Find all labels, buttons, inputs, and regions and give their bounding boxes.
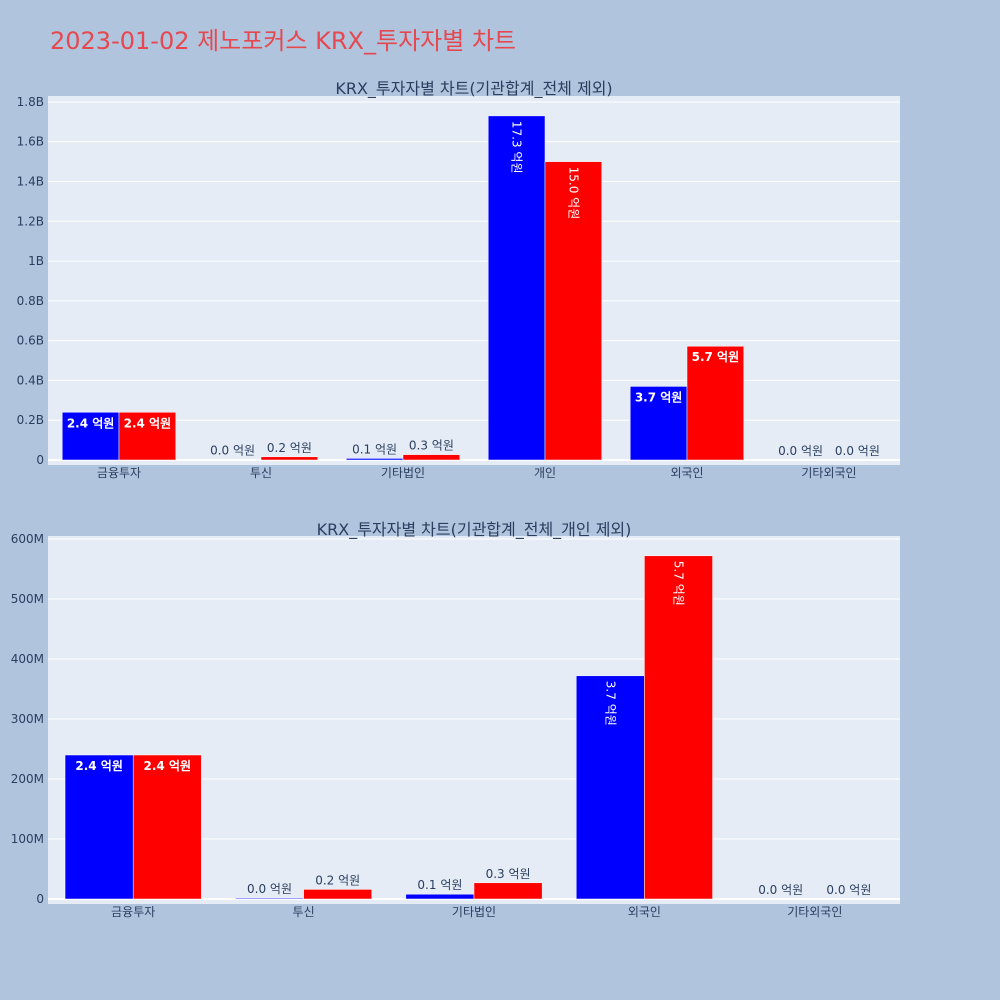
y-tick-label: 1.8B: [17, 95, 44, 109]
bar-value-label: 2.4 억원: [124, 416, 172, 430]
bar-value-label: 0.0 억원: [210, 444, 255, 458]
y-tick-label: 0.8B: [17, 294, 44, 308]
chart-top: 2.4 억원 2.4 억원 0.0 억원 0.2 억원 0.1 억원 0.3 억원 17.3…: [17, 79, 900, 480]
bar-value-label: 0.0 억원: [778, 444, 823, 458]
bar: [260, 456, 319, 461]
bar: [629, 386, 688, 461]
bar-value-label: 0.1 억원: [417, 878, 462, 892]
y-tick-label: 0.2B: [17, 413, 44, 427]
bar: [644, 555, 713, 900]
y-tick-label: 0: [36, 453, 44, 467]
bar-labels-top: 2.4 억원 2.4 억원 0.0 억원 0.2 억원 0.1 억원 0.3 억원 17.3…: [67, 121, 880, 458]
bars-bottom: [64, 555, 713, 900]
y-tick-label: 500M: [11, 592, 44, 606]
bar: [402, 454, 461, 461]
x-tick-label: 투신: [293, 905, 315, 919]
x-axis-top: 금융투자 투신 기타법인 개인 외국인 기타외국인: [97, 466, 857, 480]
bar: [544, 161, 603, 461]
y-tick-label: 200M: [11, 772, 44, 786]
y-tick-label: 0.4B: [17, 373, 44, 387]
y-tick-label: 1.4B: [17, 175, 44, 189]
x-tick-label: 기타외국인: [801, 466, 856, 480]
bar-value-label: 5.7 억원: [671, 561, 685, 606]
bar: [64, 754, 134, 900]
bar-value-label: 0.1 억원: [352, 442, 397, 456]
bar-value-label: 0.0 억원: [826, 883, 871, 897]
x-tick-label: 투신: [250, 466, 272, 480]
bar-value-label: 0.0 억원: [247, 882, 292, 896]
x-tick-label: 기타법인: [452, 905, 496, 919]
y-tick-label: 1B: [28, 254, 44, 268]
bar-value-label: 2.4 억원: [75, 759, 123, 773]
y-tick-label: 600M: [11, 532, 44, 546]
bar: [303, 889, 373, 900]
y-tick-label: 400M: [11, 652, 44, 666]
x-tick-label: 개인: [534, 466, 556, 480]
y-axis-top: 0 0.2B 0.4B 0.6B 0.8B 1B 1.2B 1.4B 1.6B 1.8B: [17, 95, 44, 467]
x-tick-label: 외국인: [628, 905, 661, 919]
x-tick-label: 기타법인: [381, 466, 425, 480]
bar-value-label: 17.3 억원: [510, 121, 524, 174]
bar-value-label: 0.2 억원: [267, 441, 312, 455]
bar: [235, 897, 304, 900]
main-title: 2023-01-02 제노포커스 KRX_투자자별 차트: [50, 27, 516, 55]
y-tick-label: 1.2B: [17, 214, 44, 228]
bar-value-label: 0.3 억원: [486, 867, 531, 881]
bar: [118, 412, 177, 461]
bar: [405, 893, 475, 900]
bar-value-label: 3.7 억원: [603, 681, 617, 726]
y-tick-label: 1.6B: [17, 135, 44, 149]
y-tick-label: 0.6B: [17, 334, 44, 348]
bar-value-label: 0.0 억원: [835, 444, 880, 458]
bar-value-label: 2.4 억원: [144, 759, 192, 773]
bars-top: [61, 115, 745, 461]
chart-title-bottom: KRX_투자자별 차트(기관합계_전체_개인 제외): [317, 520, 632, 540]
x-tick-label: 외국인: [670, 466, 703, 480]
bar-value-label: 15.0 억원: [566, 167, 580, 220]
bar-value-label: 5.7 억원: [692, 350, 740, 364]
x-tick-label: 금융투자: [111, 905, 155, 919]
bar: [132, 754, 202, 900]
bar-value-label: 0.0 억원: [758, 883, 803, 897]
y-axis-bottom: 0 100M 200M 300M 400M 500M 600M: [11, 532, 44, 906]
bar-value-label: 0.3 억원: [409, 439, 454, 453]
bar-value-label: 2.4 억원: [67, 416, 115, 430]
chart-bottom: 2.4 억원 2.4 억원 0.0 억원 0.2 억원 0.1 억원 0.3 억원 3.7 …: [11, 520, 900, 919]
bar-value-label: 3.7 억원: [635, 390, 683, 404]
bar: [686, 345, 745, 461]
bar: [345, 458, 404, 461]
plot-background-top: [48, 96, 900, 465]
bar-labels-bottom: 2.4 억원 2.4 억원 0.0 억원 0.2 억원 0.1 억원 0.3 억원 3.7 …: [75, 561, 871, 897]
x-axis-bottom: 금융투자 투신 기타법인 외국인 기타외국인: [111, 905, 842, 919]
bar: [575, 675, 645, 900]
x-tick-label: 기타외국인: [787, 905, 842, 919]
chart-title-top: KRX_투자자별 차트(기관합계_전체 제외): [335, 79, 612, 99]
y-tick-label: 0: [36, 892, 44, 906]
x-tick-label: 금융투자: [97, 466, 141, 480]
y-tick-label: 300M: [11, 712, 44, 726]
bar-value-label: 0.2 억원: [315, 873, 360, 887]
gridlines-top: [48, 101, 900, 461]
y-tick-label: 100M: [11, 832, 44, 846]
bar: [473, 882, 543, 900]
